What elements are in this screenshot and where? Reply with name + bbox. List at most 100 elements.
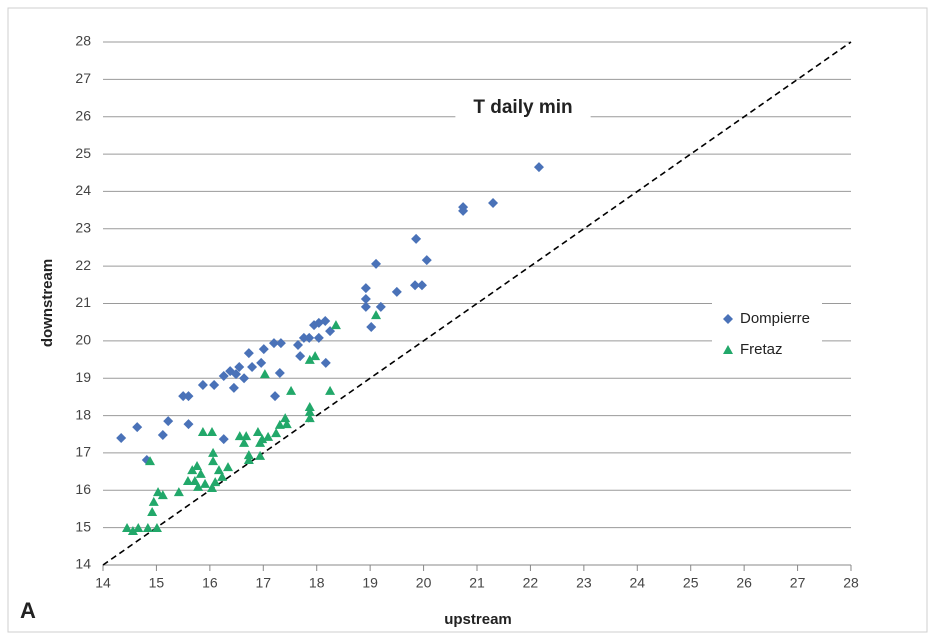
point xyxy=(122,523,133,533)
y-tick-label: 19 xyxy=(75,369,91,385)
x-tick-label: 17 xyxy=(255,575,271,591)
point xyxy=(325,385,336,395)
point xyxy=(281,419,292,429)
point xyxy=(258,344,269,355)
legend-label: Dompierre xyxy=(740,310,810,327)
point xyxy=(173,487,184,497)
point xyxy=(200,478,211,488)
point xyxy=(209,379,220,390)
y-tick-label: 15 xyxy=(75,518,91,534)
point xyxy=(210,477,221,487)
point xyxy=(366,322,377,333)
point xyxy=(148,496,159,506)
y-tick-label: 16 xyxy=(75,481,91,497)
point xyxy=(192,461,203,471)
point xyxy=(313,332,324,343)
point xyxy=(304,354,315,364)
point xyxy=(274,419,285,429)
point xyxy=(147,506,158,516)
point xyxy=(304,332,315,343)
point xyxy=(189,475,200,485)
point xyxy=(183,391,194,402)
legend-marker xyxy=(723,314,733,324)
point xyxy=(182,475,193,485)
point xyxy=(411,233,422,244)
point xyxy=(421,255,432,266)
point xyxy=(145,456,156,466)
point xyxy=(178,391,189,402)
point xyxy=(157,429,168,440)
point xyxy=(223,462,234,472)
identity-line xyxy=(102,41,852,566)
point xyxy=(416,280,427,291)
y-tick-label: 26 xyxy=(75,107,91,123)
x-tick-label: 16 xyxy=(202,575,218,591)
y-axis-title: downstream xyxy=(39,259,56,347)
x-tick-label: 21 xyxy=(469,575,485,591)
point xyxy=(213,465,224,475)
point xyxy=(127,526,138,536)
point xyxy=(197,427,208,437)
point xyxy=(271,428,282,438)
point xyxy=(243,455,254,465)
point xyxy=(193,481,204,491)
point xyxy=(304,406,315,416)
point xyxy=(275,338,286,349)
y-tick-label: 22 xyxy=(75,257,91,273)
y-tick-label: 18 xyxy=(75,406,91,422)
y-tick-label: 17 xyxy=(75,444,91,460)
legend-marker xyxy=(723,345,733,354)
x-axis-title: upstream xyxy=(444,611,512,628)
point xyxy=(295,351,306,362)
point xyxy=(320,316,331,327)
x-tick-label: 22 xyxy=(523,575,539,591)
point xyxy=(286,385,297,395)
point xyxy=(187,465,198,475)
chart-title: T daily min xyxy=(473,97,572,118)
legend-background xyxy=(712,302,822,368)
point xyxy=(371,258,382,269)
point xyxy=(208,456,219,466)
y-tick-label: 25 xyxy=(75,145,91,161)
point xyxy=(183,419,194,430)
point xyxy=(133,523,144,533)
x-tick-label: 19 xyxy=(362,575,378,591)
point xyxy=(298,332,309,343)
point xyxy=(218,370,229,381)
point xyxy=(310,351,321,361)
point xyxy=(371,310,382,320)
point xyxy=(208,447,219,457)
x-tick-label: 23 xyxy=(576,575,592,591)
point xyxy=(252,427,263,437)
x-tick-label: 27 xyxy=(790,575,806,591)
point xyxy=(304,413,315,423)
y-tick-label: 20 xyxy=(75,332,91,348)
point xyxy=(391,286,402,297)
point xyxy=(241,431,252,441)
panel-label: A xyxy=(20,598,36,623)
x-tick-label: 18 xyxy=(309,575,325,591)
point xyxy=(360,301,371,312)
point xyxy=(231,369,242,380)
point xyxy=(360,283,371,294)
point xyxy=(243,348,254,359)
x-tick-label: 24 xyxy=(629,575,645,591)
x-tick-label: 15 xyxy=(149,575,165,591)
y-tick-label: 27 xyxy=(75,70,91,86)
point xyxy=(458,205,469,216)
x-tick-label: 26 xyxy=(736,575,752,591)
point xyxy=(256,357,267,368)
point xyxy=(533,162,544,173)
point xyxy=(320,357,331,368)
y-tick-label: 28 xyxy=(75,33,91,49)
point xyxy=(116,432,127,443)
point xyxy=(243,450,254,460)
x-tick-label: 25 xyxy=(683,575,699,591)
point xyxy=(217,471,228,481)
point xyxy=(228,382,239,393)
point xyxy=(304,401,315,411)
point xyxy=(151,523,162,533)
point xyxy=(206,427,217,437)
point xyxy=(153,487,164,497)
